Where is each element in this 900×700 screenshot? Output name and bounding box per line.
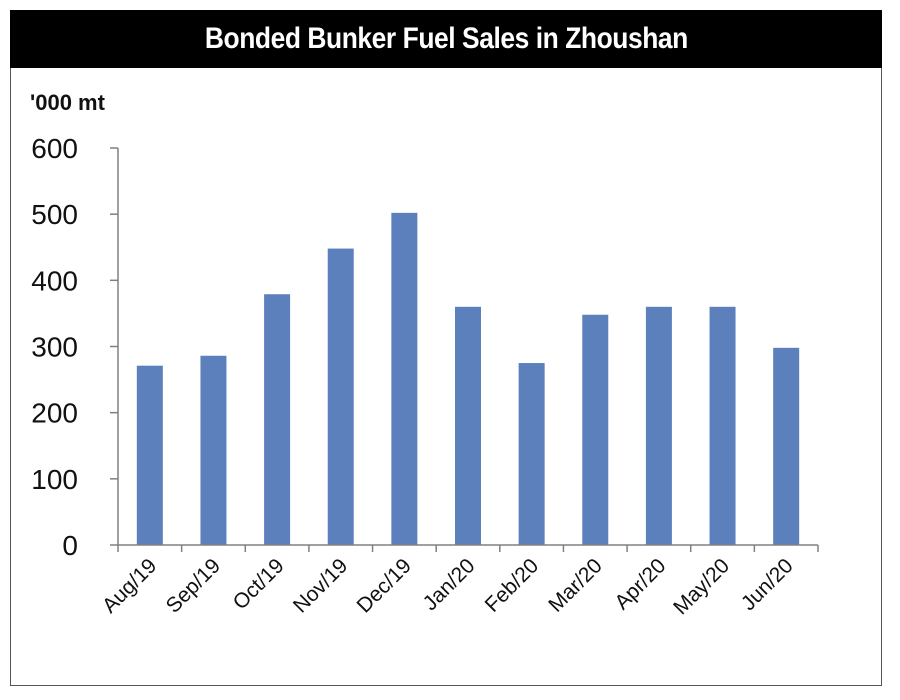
bar (327, 248, 354, 545)
x-tick-label: Dec/19 (353, 554, 416, 617)
bar (200, 355, 227, 545)
x-tick-label: Sep/19 (162, 554, 225, 617)
x-tick-label: Aug/19 (98, 554, 161, 617)
x-tick-label: Feb/20 (481, 554, 544, 617)
bar (645, 306, 672, 545)
chart-title: Bonded Bunker Fuel Sales in Zhoushan (204, 22, 688, 55)
bar (582, 314, 609, 545)
x-tick-label: Oct/19 (229, 554, 289, 614)
x-tick-label: May/20 (669, 554, 734, 619)
y-tick-label: 600 (31, 133, 78, 164)
bar (773, 347, 800, 545)
y-tick-label: 300 (31, 332, 78, 363)
y-tick-label: 400 (31, 265, 78, 296)
bar (709, 306, 736, 545)
bars-group (136, 212, 800, 546)
y-tick-label: 500 (31, 199, 78, 230)
y-tick-label: 200 (31, 398, 78, 429)
x-tick-label: Mar/20 (544, 554, 606, 616)
x-tick-label: Jan/20 (419, 554, 480, 615)
y-tick-label: 100 (31, 464, 78, 495)
title-bar: Bonded Bunker Fuel Sales in Zhoushan (10, 10, 882, 68)
bar (264, 294, 291, 545)
x-axis: Aug/19 Sep/19 Oct/19 Nov/19 Dec/19 Jan/20 Feb/… (98, 544, 819, 619)
x-tick-label: Apr/20 (610, 554, 670, 614)
y-axis: 0 100 200 300 400 500 600 (31, 133, 119, 561)
x-tick-label: Nov/19 (289, 554, 352, 617)
bar (455, 306, 481, 545)
bar (391, 212, 418, 546)
y-axis-unit-label: '000 mt (30, 90, 106, 115)
chart-frame (10, 10, 882, 686)
y-tick-label: 0 (62, 530, 78, 561)
bar (136, 365, 163, 545)
x-tick-label: Jun/20 (737, 554, 798, 615)
bar (518, 363, 545, 545)
